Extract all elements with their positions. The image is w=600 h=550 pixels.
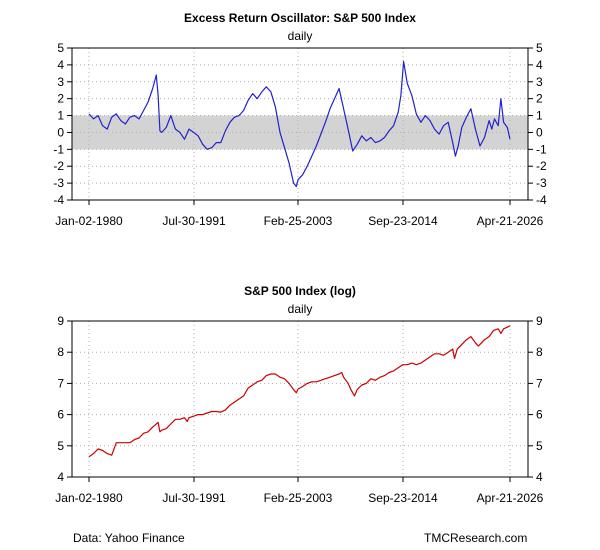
y-tick-label-left: 4 bbox=[57, 58, 64, 72]
y-tick-label-left: -1 bbox=[53, 142, 64, 156]
y-tick-label-right: 6 bbox=[536, 408, 543, 422]
y-tick-label-left: 5 bbox=[57, 41, 64, 55]
y-tick-label-right: -2 bbox=[536, 159, 547, 173]
y-tick-label-right: 2 bbox=[536, 92, 543, 106]
y-tick-label-right: 5 bbox=[536, 41, 543, 55]
osc-title: Excess Return Oscillator: S&P 500 Index bbox=[184, 11, 416, 25]
y-tick-label-left: 0 bbox=[57, 125, 64, 139]
x-tick-label: Jul-30-1991 bbox=[162, 214, 226, 228]
spx-title: S&P 500 Index (log) bbox=[244, 284, 356, 298]
y-tick-label-right: 1 bbox=[536, 109, 543, 123]
y-tick-label-left: 1 bbox=[57, 109, 64, 123]
y-tick-label-right: 4 bbox=[536, 470, 543, 484]
y-tick-label-left: 8 bbox=[57, 345, 64, 359]
y-tick-label-left: 7 bbox=[57, 376, 64, 390]
y-tick-label-right: -3 bbox=[536, 176, 547, 190]
x-tick-label: Jul-30-1991 bbox=[162, 491, 226, 505]
y-tick-label-left: -4 bbox=[53, 193, 64, 207]
x-tick-label: Jan-02-1980 bbox=[55, 491, 123, 505]
y-tick-label-left: -2 bbox=[53, 159, 64, 173]
oscillator-chart: Excess Return Oscillator: S&P 500 Index d… bbox=[53, 11, 547, 228]
y-tick-label-right: 8 bbox=[536, 345, 543, 359]
x-tick-label: Feb-25-2003 bbox=[264, 214, 333, 228]
osc-subtitle: daily bbox=[288, 29, 313, 43]
y-tick-label-left: 5 bbox=[57, 439, 64, 453]
y-tick-label-right: 3 bbox=[536, 75, 543, 89]
x-tick-label: Feb-25-2003 bbox=[264, 491, 333, 505]
y-tick-label-left: 9 bbox=[57, 314, 64, 328]
y-tick-label-left: 4 bbox=[57, 470, 64, 484]
x-tick-label: Sep-23-2014 bbox=[368, 214, 438, 228]
spx-series-line bbox=[88, 325, 511, 458]
site-credit: TMCResearch.com bbox=[424, 531, 528, 545]
y-tick-label-left: 6 bbox=[57, 408, 64, 422]
sp500-log-chart: S&P 500 Index (log) daily 4 4 5 5 6 6 7 7 8 8 9 9 Jan-… bbox=[55, 284, 543, 505]
osc-series-line bbox=[88, 60, 511, 188]
y-tick-label-right: 9 bbox=[536, 314, 543, 328]
plot-frame bbox=[71, 47, 529, 201]
y-tick-label-right: 7 bbox=[536, 376, 543, 390]
spx-subtitle: daily bbox=[288, 302, 313, 316]
y-tick-label-left: 3 bbox=[57, 75, 64, 89]
x-tick-label: Apr-21-2026 bbox=[477, 214, 544, 228]
data-source-note: Data: Yahoo Finance bbox=[73, 531, 185, 545]
y-tick-label-right: 4 bbox=[536, 58, 543, 72]
y-tick-label-right: 5 bbox=[536, 439, 543, 453]
x-tick-label: Sep-23-2014 bbox=[368, 491, 438, 505]
y-tick-label-right: 0 bbox=[536, 125, 543, 139]
y-tick-label-right: -4 bbox=[536, 193, 547, 207]
y-tick-label-left: -3 bbox=[53, 176, 64, 190]
y-tick-label-left: 2 bbox=[57, 92, 64, 106]
x-tick-label: Jan-02-1980 bbox=[55, 214, 123, 228]
y-tick-label-right: -1 bbox=[536, 142, 547, 156]
plot-frame bbox=[71, 320, 529, 478]
x-tick-label: Apr-21-2026 bbox=[477, 491, 544, 505]
